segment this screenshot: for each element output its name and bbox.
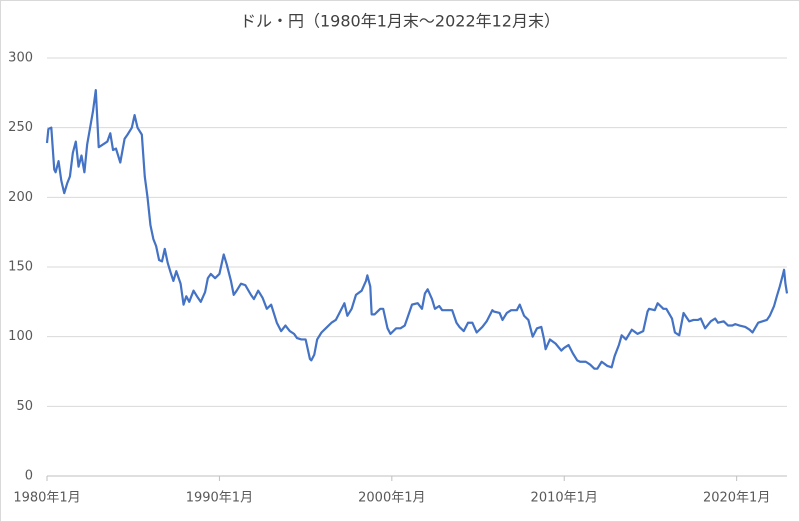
y-tick-label: 300: [8, 51, 33, 66]
y-tick-label: 100: [8, 329, 33, 344]
y-tick-label: 200: [8, 190, 33, 205]
x-tick-label: 1980年1月: [13, 491, 80, 506]
y-tick-label: 0: [25, 469, 33, 484]
y-tick-label: 150: [8, 260, 33, 275]
y-tick-label: 250: [8, 120, 33, 135]
x-tick-label: 2000年1月: [358, 491, 425, 506]
x-tick-label: 2020年1月: [703, 491, 770, 506]
y-tick-label: 50: [16, 399, 33, 414]
x-tick-label: 1990年1月: [186, 491, 253, 506]
chart-title: ドル・円（1980年1月末～2022年12月末）: [240, 12, 560, 31]
data-line: [45, 88, 789, 370]
x-tick-label: 2010年1月: [531, 491, 598, 506]
